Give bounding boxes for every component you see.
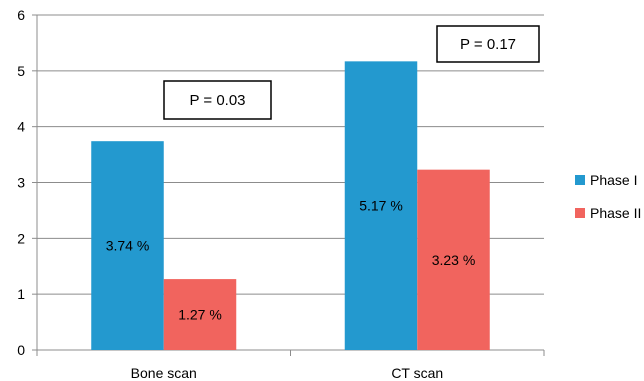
legend-swatch (575, 208, 585, 218)
y-tick-label: 1 (17, 286, 25, 302)
p-value-label: P = 0.17 (460, 36, 516, 53)
legend: Phase I Phase II (575, 172, 641, 221)
bar (417, 169, 490, 350)
x-category-label: CT scan (391, 365, 443, 381)
bar (163, 279, 237, 350)
p-value-annotations: P = 0.03 P = 0.17 (163, 25, 540, 120)
legend-label: Phase II (590, 205, 641, 221)
y-tick-label: 3 (17, 175, 25, 191)
y-tick-label: 4 (17, 119, 25, 135)
legend-swatch (575, 175, 585, 185)
y-tick-label: 6 (17, 7, 25, 23)
x-category-label: Bone scan (131, 365, 197, 381)
bar (344, 61, 418, 350)
data-label: 3.74 % (106, 238, 150, 254)
y-tick-label: 0 (17, 342, 25, 358)
data-label: 3.23 % (432, 252, 476, 268)
p-value-box (436, 25, 540, 63)
data-label: 1.27 % (178, 307, 222, 323)
y-tick-label: 2 (17, 230, 25, 246)
y-tick-label: 5 (17, 63, 25, 79)
bar (91, 141, 164, 350)
bars (91, 61, 490, 350)
data-label: 5.17 % (359, 198, 403, 214)
p-value-box (163, 80, 272, 120)
p-value-label: P = 0.03 (189, 92, 245, 109)
data-labels: 3.74 % 1.27 % 5.17 % 3.23 % (106, 198, 476, 323)
legend-label: Phase I (590, 172, 637, 188)
